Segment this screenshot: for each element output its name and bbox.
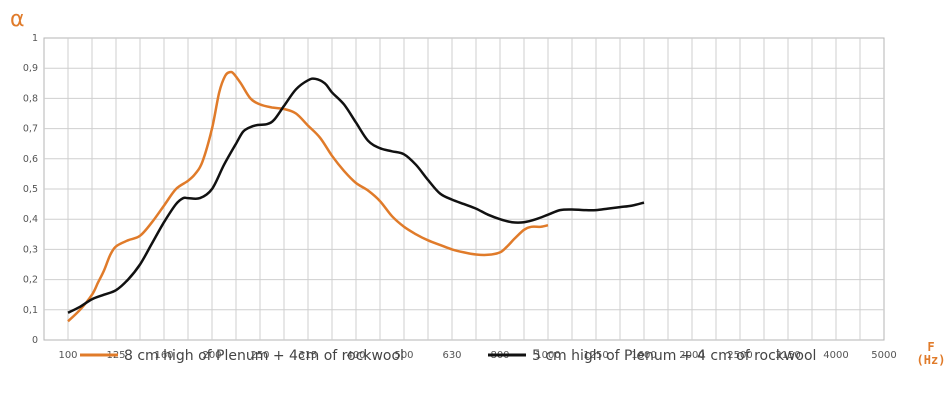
- y-tick-label: 0,5: [23, 184, 38, 195]
- y-tick-label: 0,8: [23, 93, 38, 104]
- grid: [43, 37, 885, 341]
- x-tick-label: 500: [394, 350, 413, 361]
- x-tick-label: 630: [442, 350, 461, 361]
- series-layer: [67, 70, 645, 323]
- legend-label-series-2: 5 cm high of Plenum + 4 cm of rockwool: [532, 348, 816, 364]
- x-tick-label: 2000: [679, 350, 704, 361]
- x-tick-label: 250: [250, 350, 269, 361]
- legend: 8 cm high of Plenum + 4cm of rockwool 5 …: [80, 348, 816, 364]
- y-tick-label: 0,7: [23, 124, 38, 135]
- x-tick-label: 1600: [631, 350, 656, 361]
- y-tick-label: 0,9: [23, 63, 38, 74]
- legend-label-series-1: 8 cm high of Plenum + 4cm of rockwool: [124, 348, 404, 364]
- y-axis-label: α: [10, 7, 25, 32]
- y-tick-label: 1: [32, 33, 38, 44]
- y-tick-label: 0,4: [23, 214, 38, 225]
- x-tick-label: 2500: [727, 350, 752, 361]
- x-axis-label-hz: (Hz): [917, 353, 946, 367]
- x-tick-label: 400: [346, 350, 365, 361]
- x-tick-label: 3150: [775, 350, 800, 361]
- series-line-1: [67, 70, 549, 323]
- x-axis-label-f: F: [927, 340, 934, 354]
- y-tick-label: 0,1: [23, 305, 38, 316]
- x-tick-label: 200: [202, 350, 221, 361]
- y-tick-label: 0: [32, 335, 38, 346]
- x-tick-label: 1000: [535, 350, 560, 361]
- x-tick-label: 315: [298, 350, 317, 361]
- x-tick-label: 1250: [583, 350, 608, 361]
- y-tick-label: 0,6: [23, 154, 38, 165]
- y-tick-label: 0,2: [23, 275, 38, 286]
- x-tick-label: 4000: [823, 350, 848, 361]
- y-tick-labels: 0 0,1 0,2 0,3 0,4 0,5 0,6 0,7 0,8 0,9 1: [23, 33, 38, 346]
- x-tick-label: 5000: [871, 350, 896, 361]
- x-tick-label: 100: [58, 350, 77, 361]
- x-tick-label: 160: [154, 350, 173, 361]
- series-line-2: [67, 77, 645, 314]
- y-tick-label: 0,3: [23, 244, 38, 255]
